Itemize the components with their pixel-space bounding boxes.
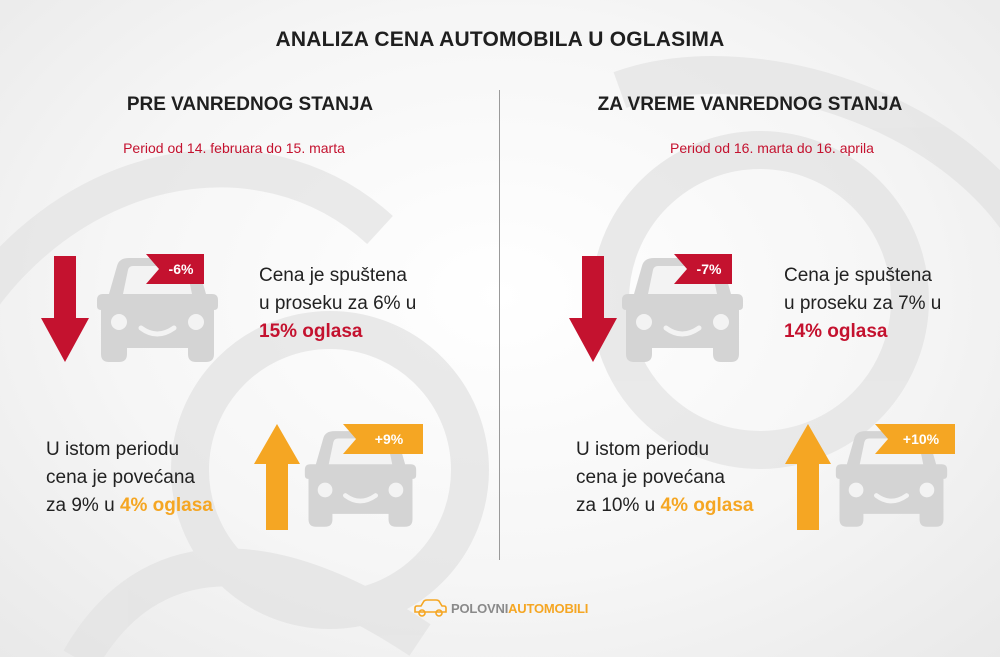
up-arrow-icon bbox=[254, 424, 300, 530]
column-divider bbox=[499, 90, 500, 560]
up-arrow-icon bbox=[785, 424, 831, 530]
price-rise-tag: +10% bbox=[875, 424, 955, 454]
left-heading: PRE VANREDNOG STANJA bbox=[126, 94, 374, 115]
right-rise-text: U istom periodu cena je povećana za 10% … bbox=[576, 439, 754, 516]
down-arrow-icon bbox=[569, 256, 617, 362]
right-drop-text: Cena je spuštena u proseku za 7% u 14% o… bbox=[784, 265, 942, 342]
down-arrow-icon bbox=[41, 256, 89, 362]
left-drop-text: Cena je spuštena u proseku za 6% u 15% o… bbox=[259, 265, 417, 342]
brand-logo: POLOVNI AUTOMOBILI bbox=[412, 596, 588, 620]
page-title: ANALIZA CENA AUTOMOBILA U OGLASIMA bbox=[275, 28, 725, 51]
car-icon bbox=[97, 258, 218, 362]
left-rise-text: U istom periodu cena je povećana za 9% u… bbox=[46, 439, 213, 516]
price-rise-tag: +9% bbox=[343, 424, 423, 454]
left-period: Period od 14. februara do 15. marta bbox=[123, 140, 345, 156]
car-outline-icon bbox=[414, 599, 447, 617]
right-period: Period od 16. marta do 16. aprila bbox=[670, 140, 874, 156]
right-heading: ZA VREME VANREDNOG STANJA bbox=[597, 94, 903, 115]
